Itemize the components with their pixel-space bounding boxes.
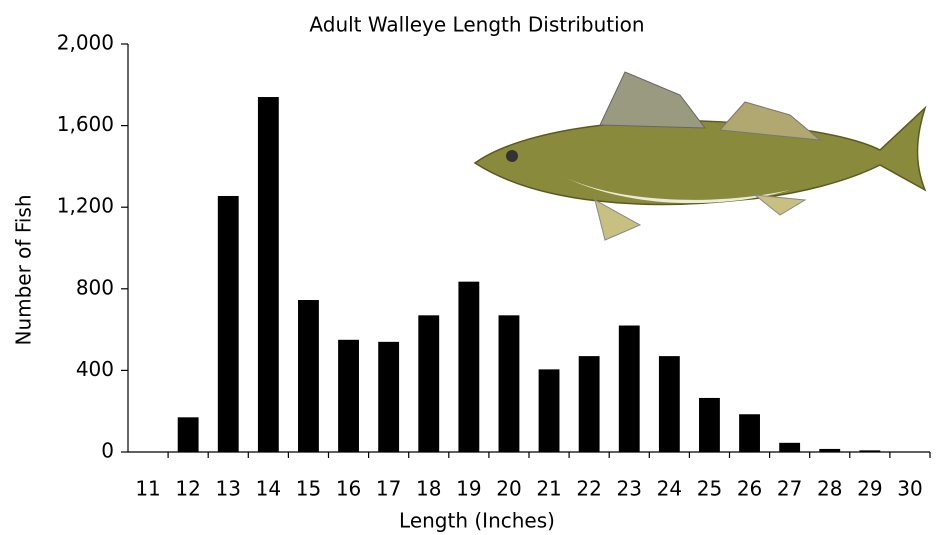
bar	[819, 448, 841, 452]
y-tick-label: 400	[76, 357, 114, 381]
bar	[378, 341, 400, 452]
bar	[739, 414, 760, 452]
y-tick-label: 0	[101, 439, 114, 463]
bar	[779, 442, 801, 452]
x-tick-label: 17	[376, 477, 401, 501]
x-tick-label: 12	[175, 477, 200, 501]
bar	[538, 369, 560, 452]
x-tick-label: 21	[536, 477, 561, 501]
x-tick-label: 26	[737, 477, 762, 501]
x-tick-label: 22	[576, 477, 601, 501]
bar	[658, 356, 680, 452]
x-tick-label: 30	[897, 477, 922, 501]
fish-illustration	[473, 71, 927, 241]
bar	[699, 397, 720, 452]
x-tick-label: 16	[336, 477, 361, 501]
x-tick-label: 13	[216, 477, 241, 501]
y-tick-label: 1,200	[57, 194, 114, 218]
x-tick-label: 15	[296, 477, 321, 501]
x-tick-label: 11	[135, 477, 160, 501]
x-tick-label: 28	[817, 477, 842, 501]
y-axis-label: Number of Fish	[12, 194, 36, 345]
bar	[217, 195, 239, 453]
y-tick-label: 1,600	[57, 112, 114, 136]
y-tick-label: 800	[76, 275, 114, 299]
x-tick-label: 24	[657, 477, 682, 501]
x-tick-label: 23	[617, 477, 642, 501]
chart-title: Adult Walleye Length Distribution	[309, 13, 644, 37]
x-tick-label: 29	[857, 477, 882, 501]
x-tick-label: 20	[496, 477, 521, 501]
bar	[418, 315, 440, 452]
bar	[618, 325, 640, 452]
bar	[498, 315, 520, 452]
x-tick-label: 19	[456, 477, 481, 501]
bar	[338, 339, 359, 452]
bar	[298, 300, 319, 452]
x-tick-label: 25	[697, 477, 722, 501]
x-axis-label: Length (Inches)	[399, 509, 555, 533]
bar	[859, 450, 881, 452]
y-tick-label: 2,000	[57, 31, 114, 55]
bar	[578, 356, 600, 452]
bar	[458, 281, 480, 452]
x-tick-label: 27	[777, 477, 802, 501]
x-tick-label: 18	[416, 477, 441, 501]
x-tick-label: 14	[256, 477, 281, 501]
bar	[177, 417, 199, 452]
bar	[257, 97, 279, 452]
